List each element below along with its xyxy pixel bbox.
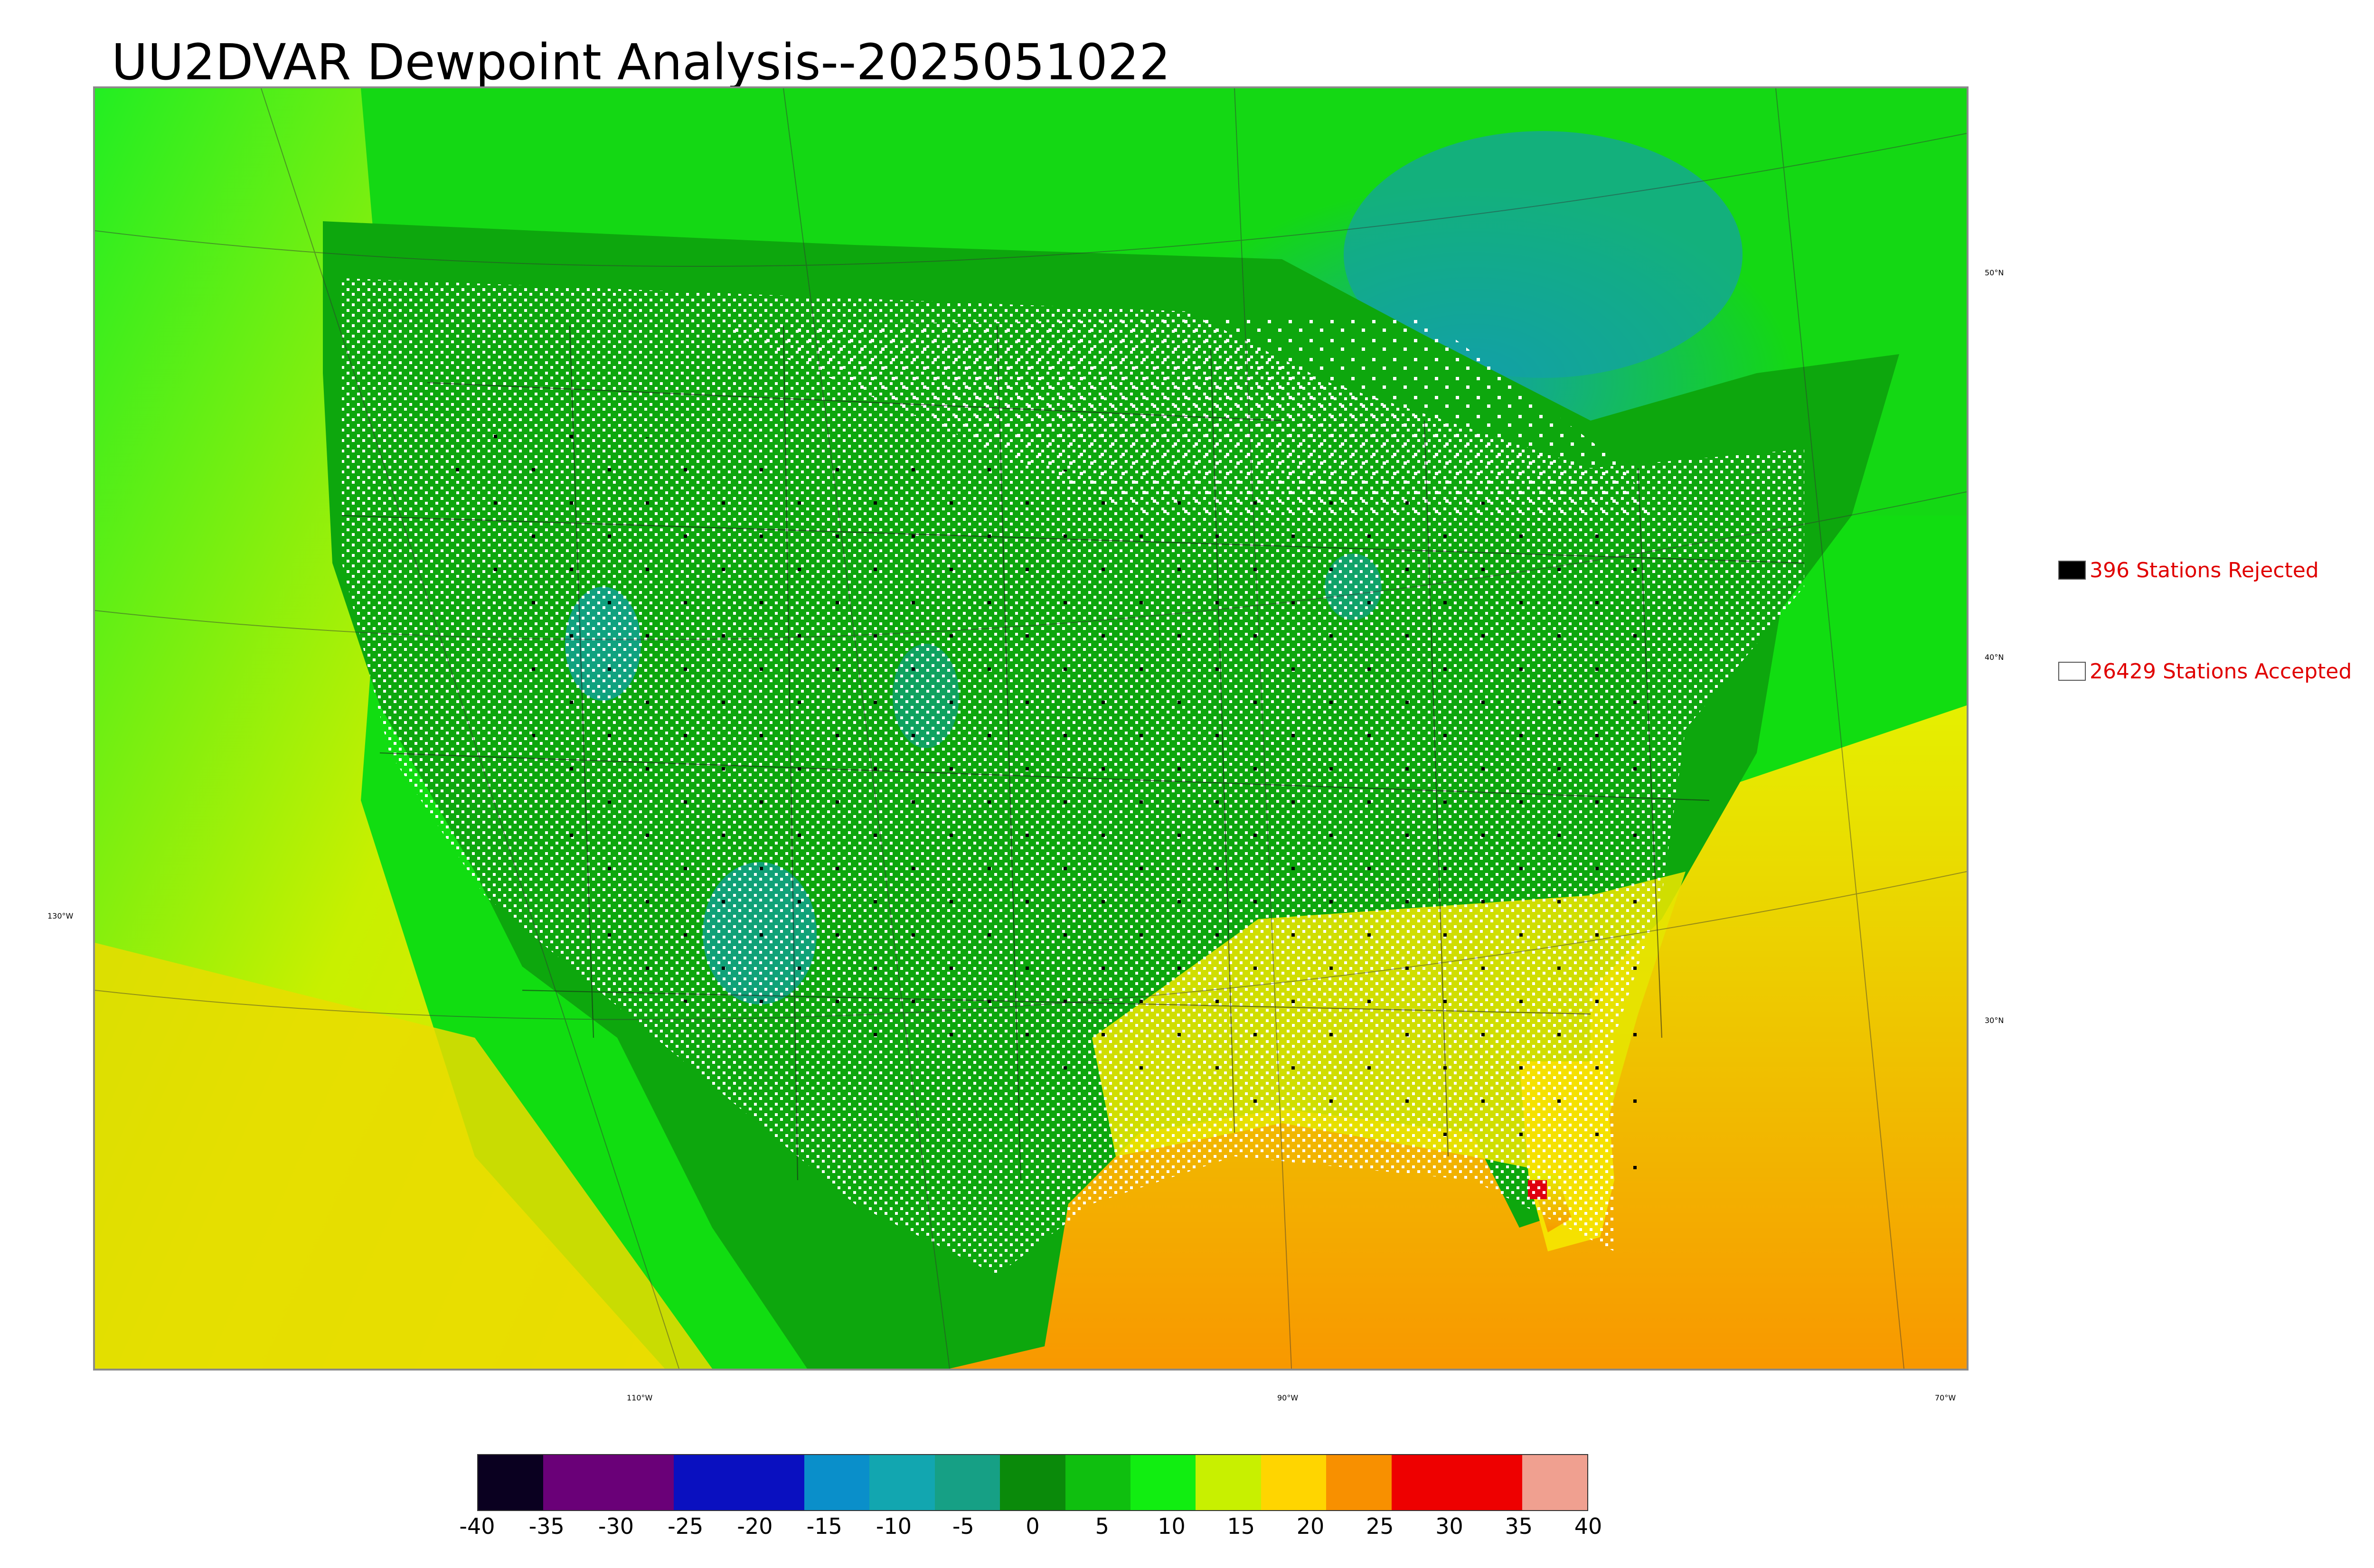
colorbar-tick-label: 5: [1095, 1513, 1109, 1539]
colorbar-segment: [1261, 1455, 1327, 1510]
colorbar: [477, 1454, 1588, 1511]
lon-label-90w: 90°W: [1277, 1393, 1299, 1402]
dewpoint-map-canvas: [95, 88, 1967, 1369]
legend-rejected: 396 Stations Rejected: [2058, 558, 2319, 582]
colorbar-segment: [1065, 1455, 1131, 1510]
lat-label-40n: 40°N: [1985, 653, 2004, 662]
colorbar-tick-label: 20: [1296, 1513, 1325, 1539]
colorbar-segment: [608, 1455, 674, 1510]
colorbar-segment: [478, 1455, 544, 1510]
colorbar-segment: [1457, 1455, 1522, 1510]
colorbar-segment: [804, 1455, 870, 1510]
colorbar-segment: [1522, 1455, 1587, 1510]
colorbar-segment: [543, 1455, 609, 1510]
colorbar-segment: [1130, 1455, 1196, 1510]
colorbar-segment: [1326, 1455, 1392, 1510]
colorbar-tick-label: 10: [1158, 1513, 1186, 1539]
colorbar-tick-label: -20: [737, 1513, 773, 1539]
rejected-swatch: [2058, 561, 2086, 580]
lat-label-50n: 50°N: [1985, 268, 2004, 277]
lon-label-70w: 70°W: [1935, 1393, 1956, 1402]
rejected-label: 396 Stations Rejected: [2090, 558, 2319, 582]
colorbar-tick-label: 40: [1574, 1513, 1602, 1539]
colorbar-tick-label: 25: [1366, 1513, 1394, 1539]
colorbar-tick-label: -35: [528, 1513, 565, 1539]
colorbar-tick-label: 35: [1505, 1513, 1533, 1539]
dewpoint-map: [93, 86, 1969, 1371]
colorbar-segment: [739, 1455, 805, 1510]
colorbar-tick-label: -5: [952, 1513, 974, 1539]
colorbar-segment: [934, 1455, 1000, 1510]
accepted-label: 26429 Stations Accepted: [2090, 659, 2352, 684]
colorbar-tick-label: 0: [1026, 1513, 1040, 1539]
lon-label-110w: 110°W: [627, 1393, 653, 1402]
colorbar-tick-label: 15: [1227, 1513, 1255, 1539]
accepted-swatch: [2058, 662, 2086, 681]
colorbar-segment: [1196, 1455, 1261, 1510]
colorbar-tick-label: -40: [459, 1513, 495, 1539]
colorbar-tick-label: -30: [598, 1513, 634, 1539]
colorbar-tick-label: -10: [876, 1513, 912, 1539]
lat-label-30n: 30°N: [1985, 1016, 2004, 1025]
colorbar-segment: [869, 1455, 935, 1510]
legend-accepted: 26429 Stations Accepted: [2058, 659, 2352, 684]
colorbar-tick-label: 30: [1435, 1513, 1463, 1539]
lon-label-130w: 130°W: [47, 911, 74, 920]
colorbar-segment: [1391, 1455, 1457, 1510]
map-title: UU2DVAR Dewpoint Analysis--2025051022: [111, 33, 1171, 91]
colorbar-segment: [674, 1455, 739, 1510]
colorbar-tick-label: -25: [668, 1513, 704, 1539]
colorbar-segment: [1000, 1455, 1065, 1510]
colorbar-tick-label: -15: [806, 1513, 842, 1539]
